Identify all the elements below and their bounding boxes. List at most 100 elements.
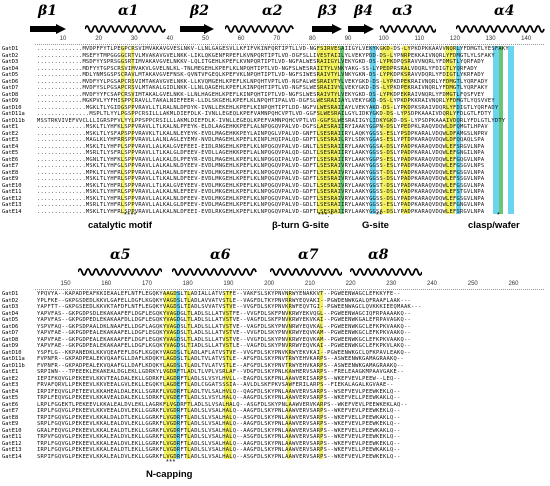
motif-label-ncapping: N-capping [146, 469, 193, 480]
highlight-helix7 [287, 291, 291, 459]
ruler-tick: 60 [237, 36, 245, 42]
alignment-row: GatD7 .............MVDFYSLPGSAPCRSVLMTAKA… [0, 85, 550, 92]
ruler-tick: 170 [141, 281, 152, 287]
sequence-name: GatD8 [2, 91, 19, 98]
sequence-residues: MSSTRKVIVEFVVCLLLIGRSPFVLYYLPPSPPCRSILLL… [37, 117, 506, 124]
sequence-residues: IRPLFGQVGLPEKEEVLKKALEALDTLEKLLSGRKFLVGD… [37, 447, 401, 453]
ss-label-alpha8: α8 [368, 247, 389, 263]
sequence-residues: FRVAFQRVLLPEKEEVLKKVEEALGVLEKLLEGQKYLAGD… [37, 382, 394, 388]
highlight-gsite [402, 46, 410, 214]
sequence-residues: ..............MSKLTLYHFGLSPPVRAVLLALKALN… [37, 163, 485, 169]
highlight-beta-turn-green [340, 46, 344, 214]
helix-coil-alpha6 [172, 268, 257, 276]
motif-label-gsite: G-site [362, 220, 389, 231]
sequence-name: GatE7 [2, 408, 19, 414]
sequence-name: GatE6 [2, 401, 19, 408]
sequence-residues: FVPNFR--GKPADPEALEKVQAAFGLLDAFLKDQKYLAGD… [37, 356, 405, 362]
sequence-residues: .............MVDPFFYTLPEGPCRSVIMVAKAVGVE… [37, 46, 509, 52]
sequence-name: GatD11a [2, 356, 25, 362]
alignment-row: GatE5 TRPLFEQVGLPEKEEVLKKAVEALDALEKLLSDRK… [0, 395, 550, 402]
alignment-row: GatD10 YSPFLG--KKPANEDKLKKVQEAFEFLDGFLKGQ… [0, 350, 550, 357]
motif-stars: *** [166, 459, 176, 466]
sequence-name: GatD11b [2, 362, 25, 369]
sequence-residues: LRPLFGGEKTLPEKEEVLKKALEALDVLEKLLAGRKFLVG… [37, 401, 408, 408]
sequence-residues: IRPLFGQVGLPEKEEVLKKVEEALDVLEKLLGGRKFLVGD… [37, 408, 401, 414]
sequence-residues: IEPIFKQVGLPEKEEVLKKVTEALDALEKLLGDRKFLAGD… [37, 375, 401, 382]
helix-coil-alpha2 [225, 25, 294, 33]
alignment-row: GatD8 .............MVDFYYFCSAPCRSVIMTAKAL… [0, 92, 550, 99]
alignment-panel-top: β1 α1 β2 α2 β3 β4 α3 α4 10 20 30 40 50 6… [0, 0, 550, 240]
sequence-name: GatE10 [2, 427, 22, 434]
alignment-row: GatE2 ..............MSKLTLYSFAPSPPVRAVKLT… [0, 131, 550, 138]
sequence-name: GatD5 [2, 72, 19, 78]
alignment-row: GatE13 IRPLFGQVGLPEKEEVLKKALEALDTLEKLLSGR… [0, 447, 550, 454]
sequence-name: GatE1 [2, 124, 19, 130]
alignment-row: GatE9 ..............MSKLTLYHFRLSPPVRAVLLT… [0, 176, 550, 183]
ruler-tick: 200 [264, 281, 275, 287]
sequence-name: GatD11b [2, 117, 25, 124]
sequence-name: GatD3 [2, 59, 19, 65]
sequence-name: GatE10 [2, 182, 22, 189]
alignment-row: GatD8 YAPVFAE--GKPGDPEALEKAKAAFEFLDGFLEGQ… [0, 337, 550, 344]
sequence-residues: YAPFTT--GKPGSEEDLKKVKTAFDFLNTFLEGQKYVAGD… [37, 304, 422, 310]
sequence-residues: YAPVFAE--GKPGDPEALEKAKAAFELLDGFLKGQKYVAG… [37, 343, 412, 349]
highlight-clasp [493, 46, 499, 214]
sequence-residues: YAPVFAE--GKPGDPEALEKAKAAFEFLDGFLEGQKYVAG… [37, 336, 412, 343]
alignment-row: GatE7 ..............MSKLTLYHFGLSPPVRAVLLA… [0, 163, 550, 170]
sequence-name: GatD9 [2, 343, 19, 349]
sequence-name: GatD10 [2, 349, 22, 356]
ruler-tick: 100 [378, 36, 389, 42]
ruler-tick: 260 [508, 281, 519, 287]
helix-coil-alpha3 [380, 25, 436, 33]
alignment-row: GatD11b MSSTRKVIVEFVVCLLLIGRSPFVLYYLPPSPP… [0, 118, 550, 125]
sequence-residues: SRPLFGQVGLPEKEEVLKKALEALDVLEKLLGGRKFLVGD… [37, 421, 401, 427]
alignment-row: GatE11 ..............MSKLTLYHFRLSPPVRAVLL… [0, 189, 550, 196]
sequence-residues: TRPVFGQVGLPEKEEVLKKALEALDVLEKLLGGRKFLVGD… [37, 434, 401, 440]
alignment-row: GatE13 ..............MSRLTLYHFRLSPPVRAVLL… [0, 202, 550, 209]
alignment-row: GatE6 LRPLFGGEKTLPEKEEVLKKALEALDVLEKLLAGR… [0, 402, 550, 409]
sequence-alignment-bottom: GatD1 YPQVYA--KAPADPEAFKKIEAALEFLNTFLEGQK… [0, 291, 550, 461]
sequence-name: GatD6 [2, 78, 19, 85]
sequence-residues: GRALFEQVGLPEKEEVLKKALEALDTLEKLLSGRKFLVGD… [37, 427, 401, 434]
sequence-name: GatD1 [2, 291, 19, 297]
alignment-row: GatE3 ..............MAGLKLYHFRRSPPVRAVLLA… [0, 137, 550, 144]
ruler-tick: 130 [485, 36, 496, 42]
sequence-name: GatE8 [2, 169, 19, 176]
sequence-residues: .............MDLYNMSGSPSCRAVLMTAKAVGVEFN… [37, 72, 485, 78]
sequence-residues: YAPVFAS--GKPGDPEDLEKAKAAFDLLDGFLEGQKYVAG… [37, 317, 412, 323]
alignment-row: GatE1 SRPIWN---TPEEEKLEKAKEALDGLEKLLGDRKY… [0, 369, 550, 376]
helix-coil-alpha4 [456, 25, 545, 33]
sequence-residues: ..............MSKLTLYHFKLSPPVRAVLLTLKALN… [37, 124, 488, 130]
sequence-name: GatD4 [2, 65, 19, 72]
sequence-residues: .............MDFYYTGPSCRSVIMVAKVLGVELNLK… [37, 65, 478, 72]
alignment-row: GatE8 ..............MPKLTLYHFRLSPPVRAVLLA… [0, 170, 550, 177]
ruler-tick: 50 [202, 36, 209, 42]
sequence-name: GatD11a [2, 111, 25, 117]
highlight-clasp [456, 46, 461, 214]
highlight-helix7 [319, 291, 323, 459]
sequence-residues: YSPVFAQ--GKPSDPAALDKLNAAFELLDGFLAGQKYVAG… [37, 323, 412, 330]
sequence-name: GatE1 [2, 369, 19, 375]
sequence-residues: .............MSEFYTMPGGGGCRTVLMVAKAVGVEL… [37, 52, 495, 59]
sequence-name: GatD2 [2, 297, 19, 304]
sequence-name: GatE14 [2, 453, 22, 460]
alignment-row: GatE8 TRPIFGQVGLPEKEEVLKKALDALDTLEKLLGGRK… [0, 415, 550, 422]
highlight-ncapping-cyan [176, 291, 180, 459]
position-ruler-bottom: 150 160 170 180 190 200 210 220 230 240 … [35, 281, 544, 291]
sequence-name: GatE2 [2, 130, 19, 137]
ss-label-alpha3: α3 [392, 3, 413, 19]
sequence-name: GatD6 [2, 323, 19, 330]
ruler-tick: 210 [304, 281, 315, 287]
sequence-residues: .............MVDFYSLPGSAPCRSVLMTAKALGIDL… [37, 85, 488, 91]
secondary-structure-track-bottom: α5 α6 α7 α8 [0, 243, 550, 283]
sequence-residues: YSPFLG--KKPANEDKLKKVQEAFEFLDGFLKGQKYVAGD… [37, 349, 412, 356]
motif-stars: * [497, 212, 501, 219]
sequence-residues: .............MGKPVLYYFHISPPCRAVLLTAKALNI… [37, 98, 495, 104]
strand-arrow-beta4 [348, 24, 374, 34]
alignment-row: GatE14 SRPIFGQVGLPEKEEVLKKALEALDVLEKLLGGR… [0, 454, 550, 461]
highlight-clasp-green [499, 46, 503, 214]
ruler-tick: 220 [345, 281, 356, 287]
highlight-catalytic [121, 46, 125, 214]
sequence-residues: ..............MPKLTLYHFRLSPPVRAVLLALHALN… [37, 169, 485, 176]
alignment-row: GatD7 YAPVFAE--GKPGDPEALEKAKAAFELLDGFLEGQ… [0, 330, 550, 337]
